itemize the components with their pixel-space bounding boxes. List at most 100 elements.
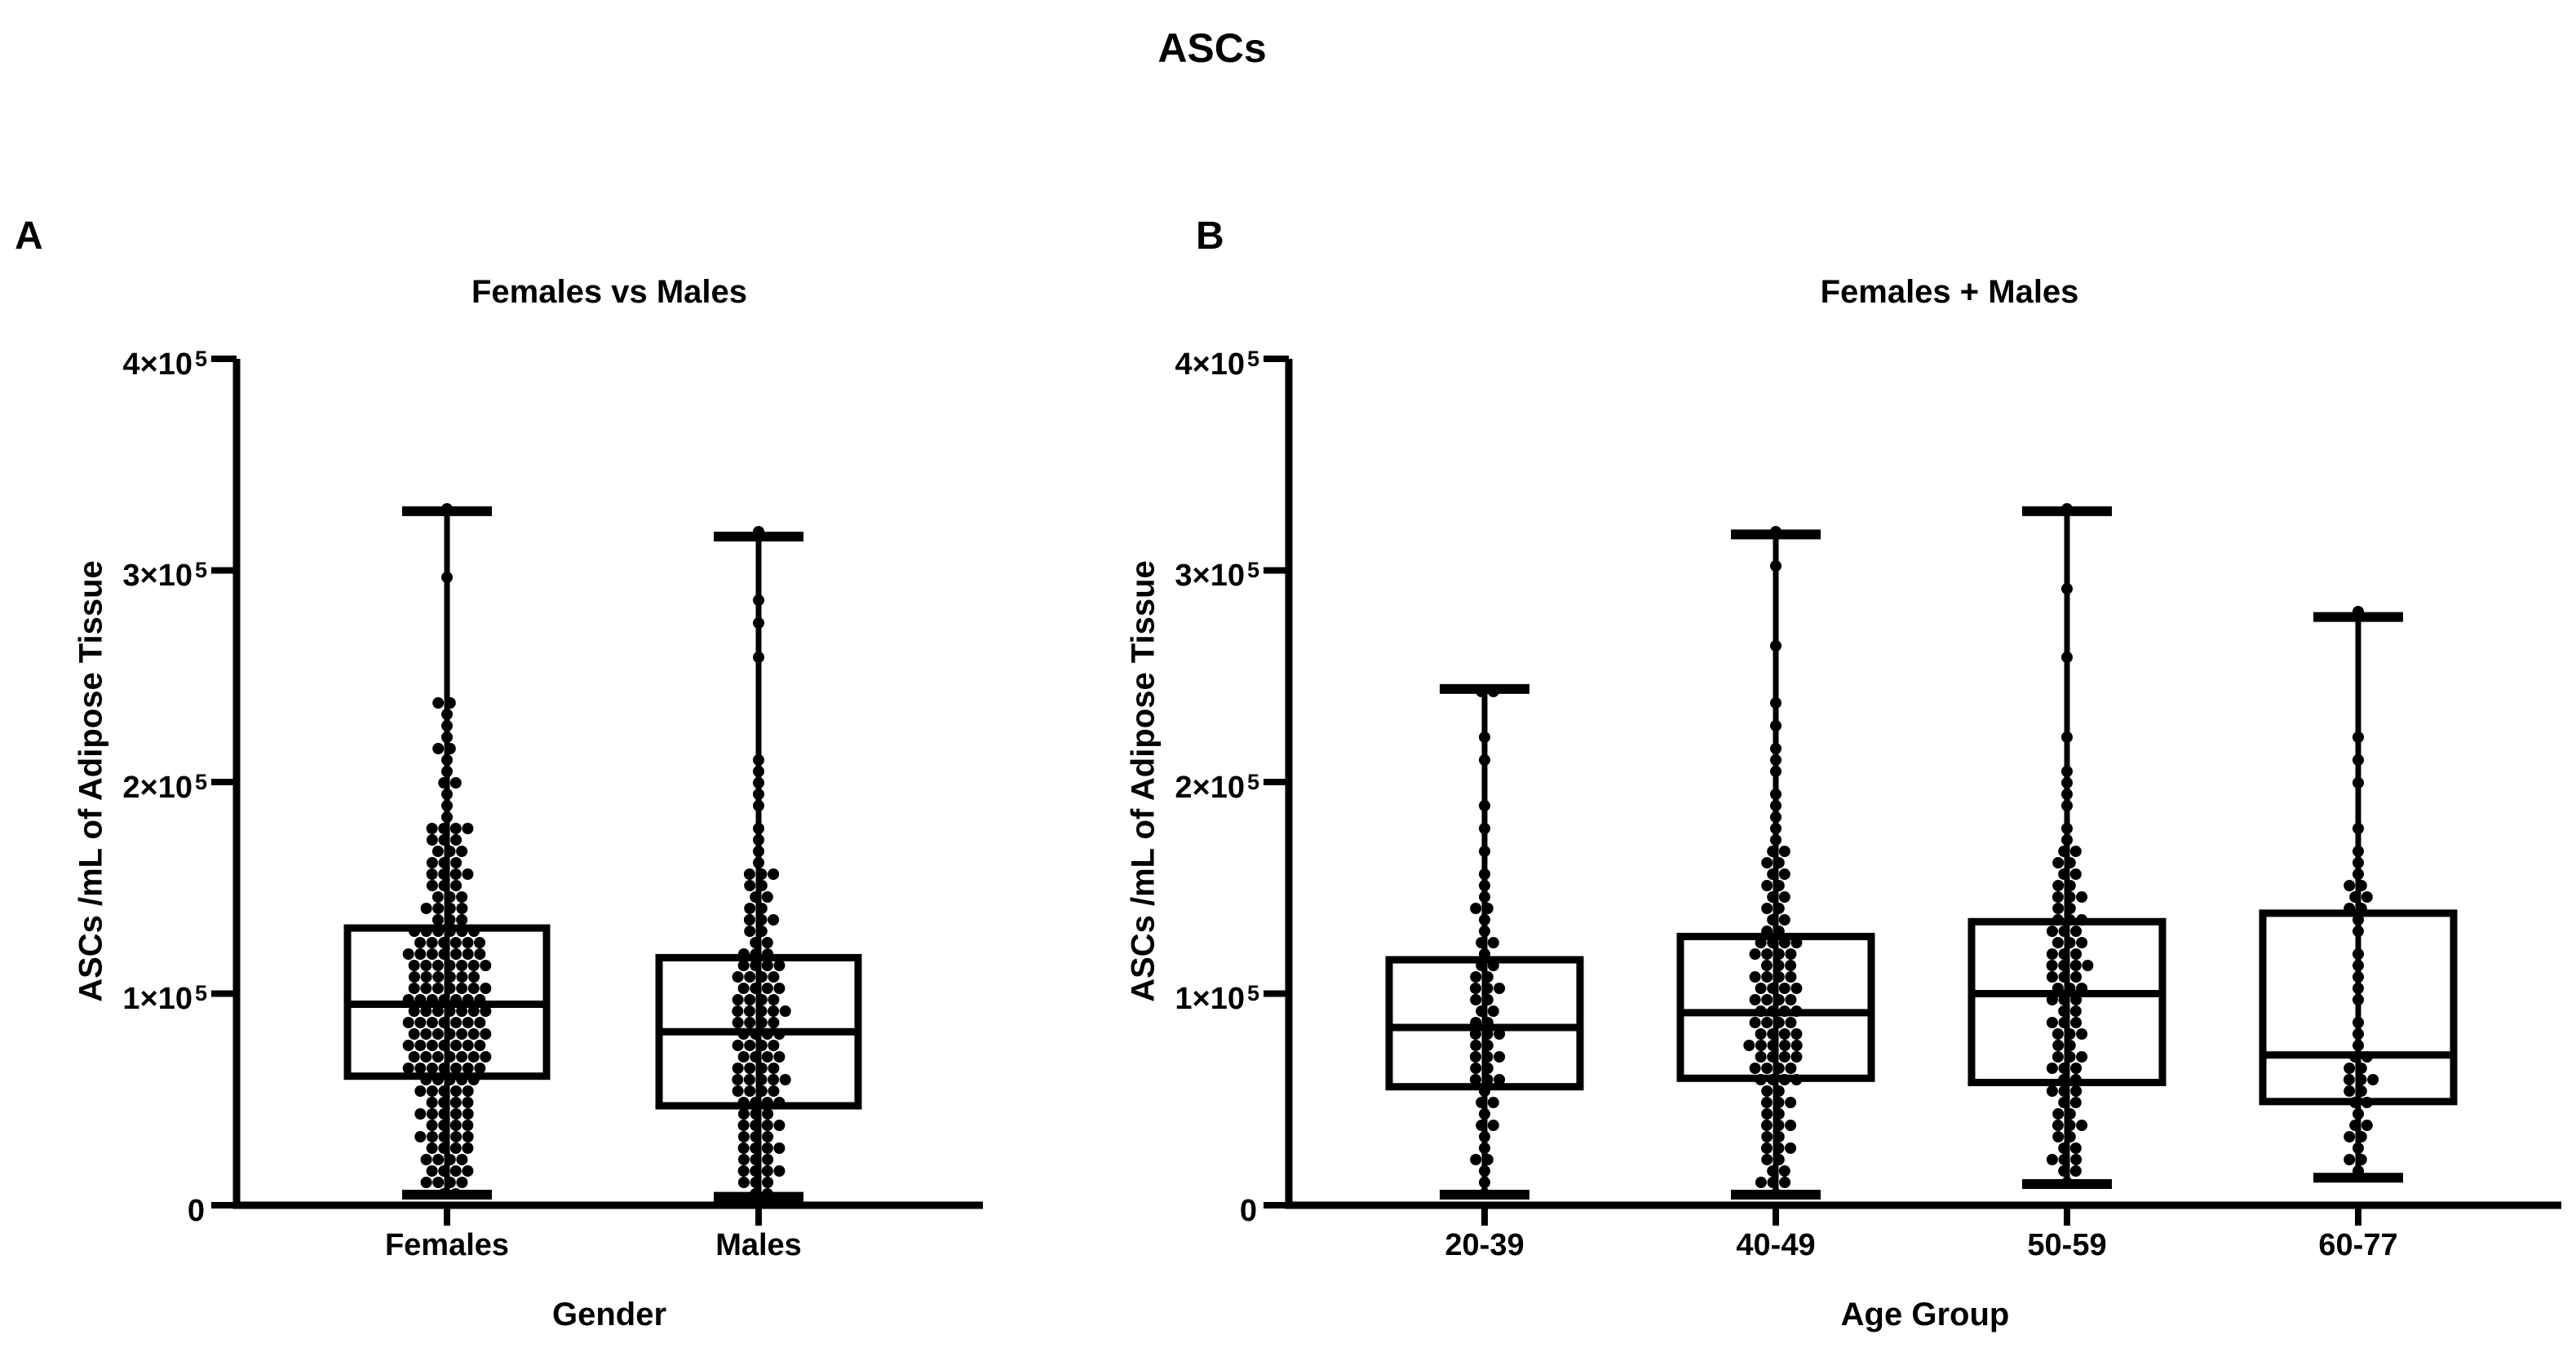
data-dot <box>480 983 492 994</box>
data-dot <box>2052 1040 2065 1051</box>
data-dot <box>432 697 445 709</box>
data-dot <box>462 1142 474 1154</box>
data-dot <box>1470 903 1482 914</box>
data-dot <box>750 1108 762 1120</box>
data-dot <box>2064 1051 2076 1063</box>
data-dot <box>420 1028 432 1040</box>
data-dot <box>2352 1108 2364 1120</box>
data-dot <box>462 1131 474 1142</box>
data-dot <box>449 1165 462 1177</box>
data-dot <box>426 1108 438 1120</box>
data-dot <box>2352 994 2364 1005</box>
data-dot <box>755 868 768 880</box>
data-dot <box>1760 1120 1773 1131</box>
data-dot <box>761 1120 773 1131</box>
data-dot <box>438 880 450 891</box>
data-dot <box>1785 994 1797 1005</box>
data-dot <box>2070 948 2082 960</box>
data-dot <box>732 1005 744 1017</box>
tick-text: 3×10 <box>1175 559 1245 593</box>
data-dot <box>450 1040 463 1051</box>
data-dot <box>1785 1063 1797 1074</box>
data-dot <box>2352 1017 2364 1028</box>
data-dot <box>2061 731 2073 743</box>
data-dot <box>450 880 463 891</box>
data-dot <box>737 1165 750 1177</box>
data-dot <box>408 1028 420 1040</box>
data-dot <box>456 960 468 971</box>
data-dot <box>2349 891 2361 903</box>
tick-text: 1×10 <box>1175 982 1245 1016</box>
data-dot <box>474 1063 486 1074</box>
data-dot <box>441 811 453 823</box>
data-dot <box>753 617 764 629</box>
data-dot <box>462 823 474 834</box>
tick-text: 4×10 <box>122 347 193 382</box>
data-dot <box>420 1154 432 1165</box>
data-dot <box>1761 994 1773 1005</box>
data-dot <box>750 1177 762 1188</box>
data-dot <box>2052 1051 2064 1063</box>
data-dot <box>438 1165 450 1177</box>
data-dot <box>1479 1165 1490 1177</box>
data-dot <box>438 834 450 846</box>
data-dot <box>1749 994 1761 1005</box>
data-dot <box>1770 720 1782 731</box>
data-dot <box>773 1142 786 1154</box>
data-dot <box>444 1028 456 1040</box>
data-dot <box>1487 1005 1499 1017</box>
data-dot <box>753 857 764 868</box>
data-dot <box>1479 754 1490 766</box>
data-dot <box>750 960 762 971</box>
panel-b-ytick-2: 2×10 5 <box>1069 764 1259 806</box>
data-dot <box>750 1131 762 1142</box>
data-dot <box>438 1097 450 1108</box>
data-dot <box>761 1165 773 1177</box>
data-dot <box>768 914 780 926</box>
data-dot <box>737 1051 750 1063</box>
data-dot <box>444 960 456 971</box>
data-dot <box>2061 583 2073 594</box>
data-dot <box>2046 971 2058 983</box>
data-dot <box>2344 880 2356 891</box>
data-dot <box>2070 1017 2082 1028</box>
data-dot <box>480 960 492 971</box>
data-dot <box>1479 926 1490 937</box>
tick-exponent: 5 <box>194 558 207 582</box>
data-dot <box>2355 1131 2367 1142</box>
data-dot <box>438 1085 450 1097</box>
data-dot <box>432 743 445 754</box>
data-dot <box>444 1051 456 1063</box>
data-dot <box>762 1108 774 1120</box>
data-dot <box>761 1051 773 1063</box>
data-dot <box>1749 948 1761 960</box>
data-dot <box>761 1142 773 1154</box>
data-dot <box>2046 926 2058 937</box>
data-dot <box>438 1063 450 1074</box>
data-dot <box>426 948 438 960</box>
data-dot <box>432 914 444 926</box>
data-dot <box>1773 1063 1785 1074</box>
data-dot <box>1481 1040 1494 1051</box>
panel-b-category-20-39: 20-39 <box>1445 1228 1525 1262</box>
data-dot <box>1469 1074 1481 1085</box>
data-dot <box>2046 1017 2058 1028</box>
panel-b-letter: B <box>1196 214 1224 258</box>
data-dot <box>2082 960 2094 971</box>
data-dot <box>1470 971 1482 983</box>
data-dot <box>2070 1085 2082 1097</box>
data-dot <box>468 971 480 983</box>
data-dot <box>1785 1120 1797 1131</box>
data-dot <box>2061 652 2073 663</box>
data-dot <box>426 1120 438 1131</box>
data-dot <box>1770 560 1782 572</box>
data-dot <box>1481 994 1494 1005</box>
data-dot <box>449 937 462 948</box>
data-dot <box>444 1154 456 1165</box>
data-dot <box>2064 1131 2076 1142</box>
data-dot <box>1743 1040 1755 1051</box>
data-dot <box>755 914 768 926</box>
data-dot <box>408 960 420 971</box>
data-dot <box>732 1017 744 1028</box>
